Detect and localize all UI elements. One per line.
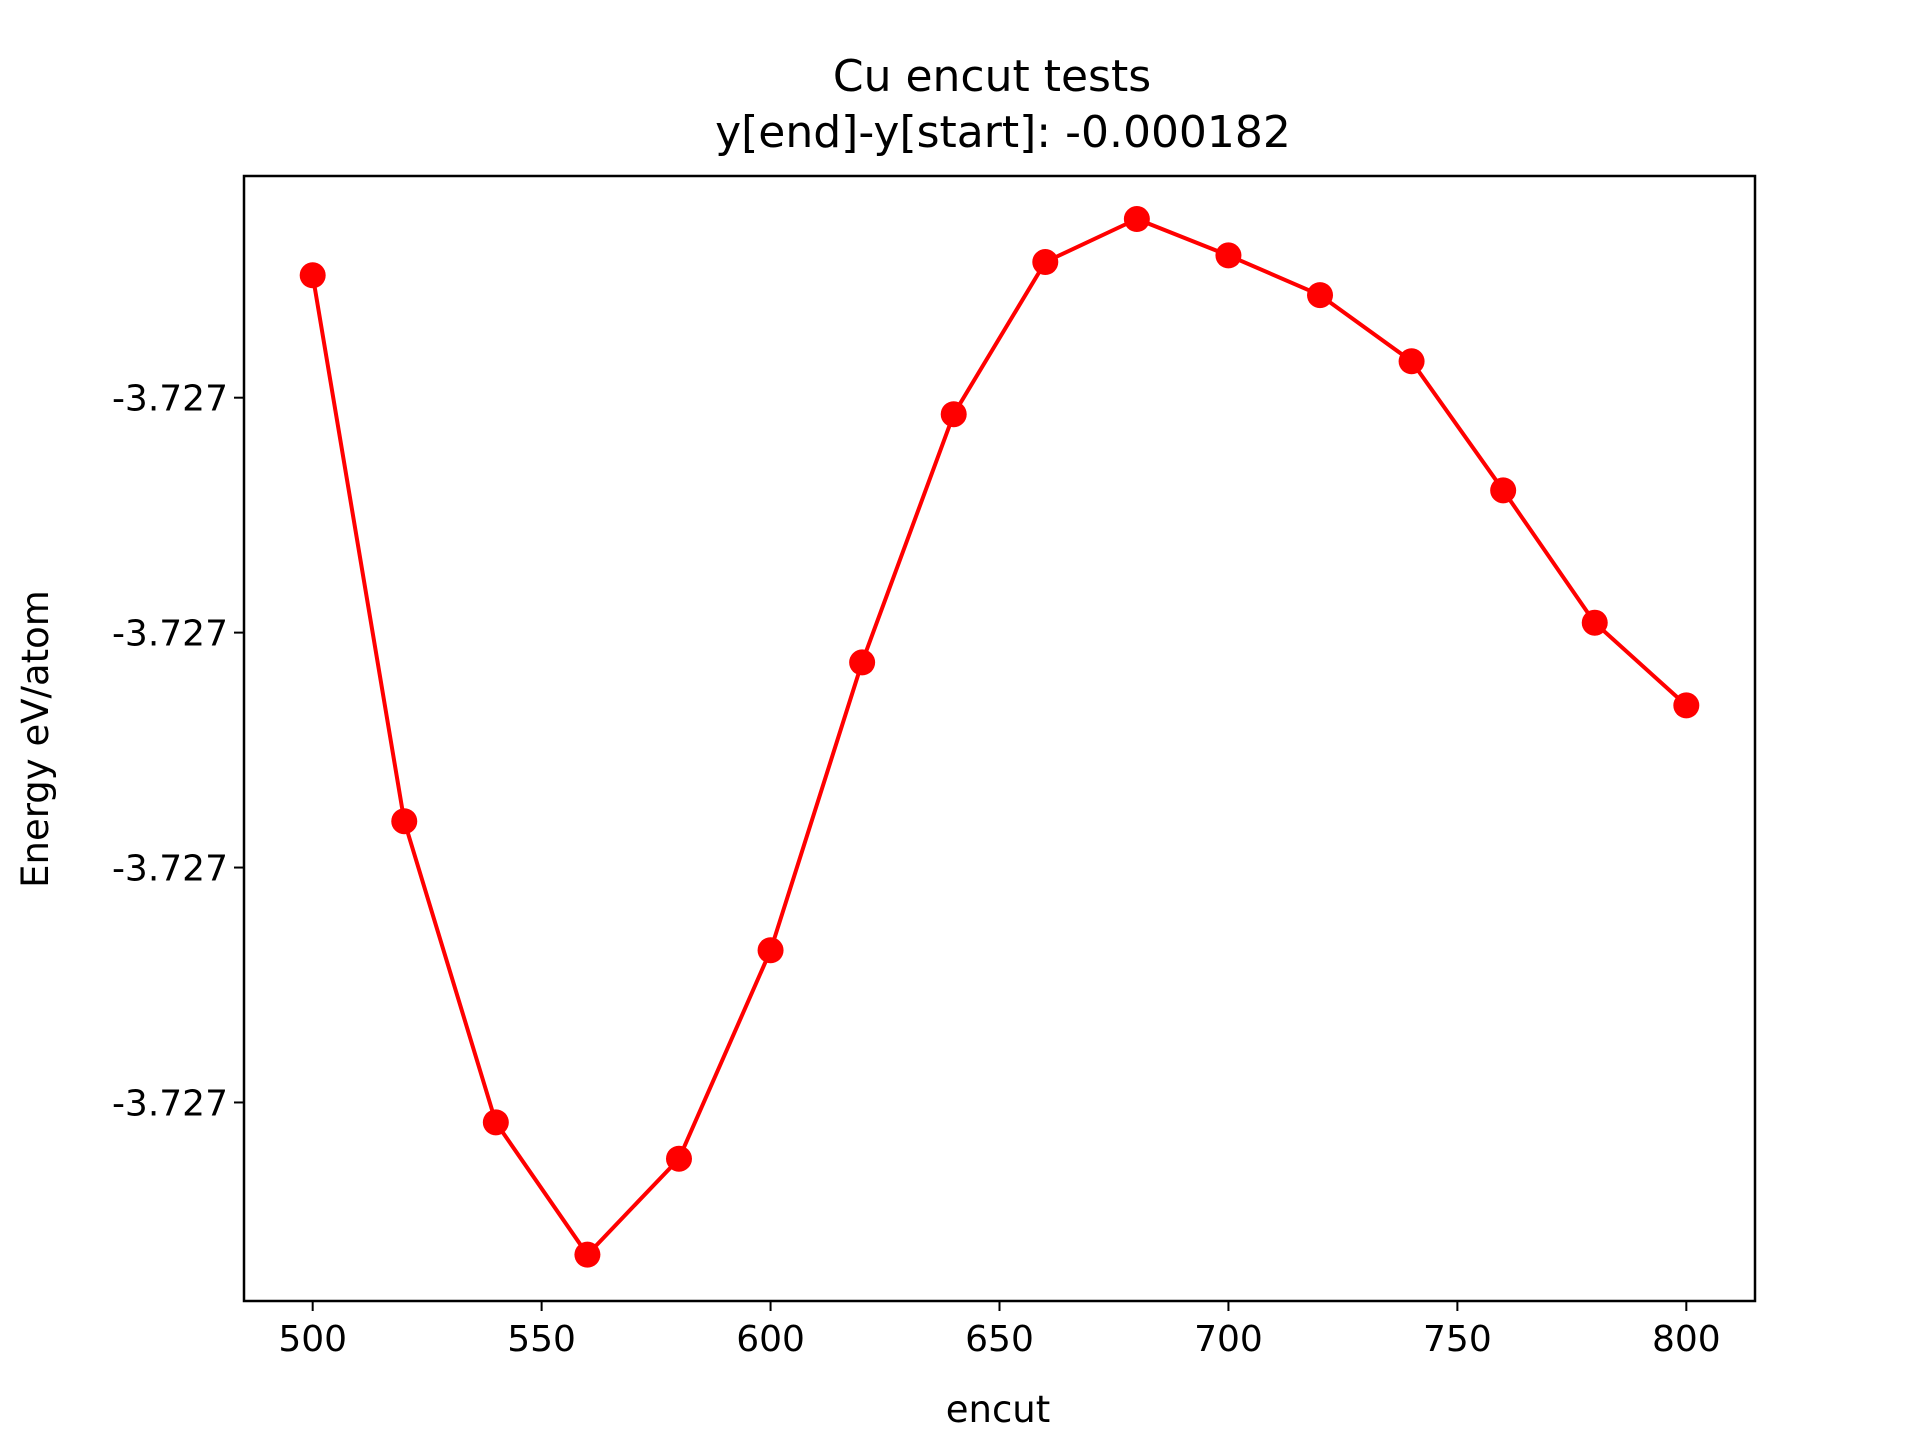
y-tick-label: -3.727 — [112, 849, 228, 890]
data-point — [1123, 206, 1150, 233]
data-point — [849, 649, 876, 676]
chart-title: Cu encut tests — [833, 51, 1151, 102]
data-point — [1490, 477, 1517, 504]
data-point — [1398, 348, 1425, 375]
x-tick-label: 750 — [1423, 1319, 1492, 1360]
x-tick-label: 550 — [507, 1319, 576, 1360]
data-point — [1673, 692, 1700, 719]
x-tick-label: 650 — [965, 1319, 1034, 1360]
series-line — [310, 217, 1688, 1257]
data-point — [1032, 249, 1059, 276]
series-layer — [299, 206, 1700, 1268]
x-tick-label: 500 — [278, 1319, 347, 1360]
data-point — [299, 262, 326, 289]
x-axis-label: encut — [946, 1388, 1051, 1431]
x-tick-label: 800 — [1652, 1319, 1721, 1360]
y-tick-label: -3.727 — [112, 379, 228, 420]
y-tick-label: -3.727 — [112, 1083, 228, 1124]
data-point — [1215, 242, 1242, 269]
x-axis: 500 550 600 650 700 750 800 — [278, 1301, 1721, 1360]
data-point — [391, 808, 418, 835]
y-axis: -3.727 -3.727 -3.727 -3.727 — [112, 379, 244, 1124]
y-tick-label: -3.727 — [112, 614, 228, 655]
plot-area — [242, 174, 1757, 1303]
data-point — [665, 1145, 692, 1172]
x-tick-label: 700 — [1194, 1319, 1263, 1360]
y-axis-label: Energy eV/atom — [14, 590, 57, 888]
data-point — [1307, 282, 1334, 309]
x-tick-label: 600 — [736, 1319, 805, 1360]
chart-subtitle: y[end]-y[start]: -0.000182 — [715, 107, 1291, 158]
data-point — [940, 401, 967, 428]
data-point — [482, 1109, 509, 1136]
data-point — [574, 1241, 601, 1268]
data-point — [757, 937, 784, 964]
data-point — [1581, 609, 1608, 636]
